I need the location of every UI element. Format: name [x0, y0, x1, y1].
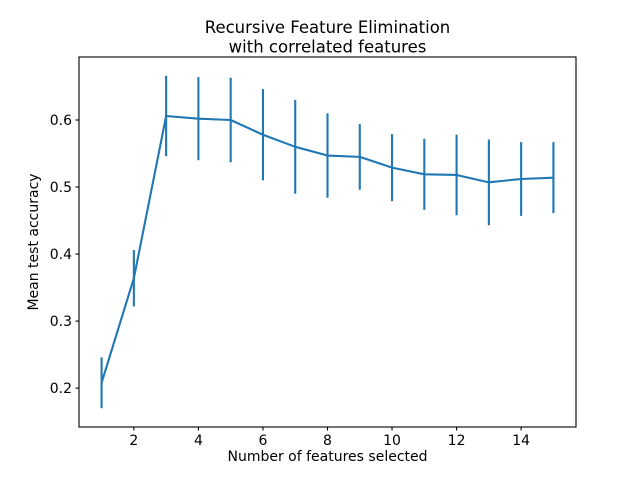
chart-title-line-1: Recursive Feature Elimination — [205, 18, 451, 37]
plot-border — [78, 56, 577, 428]
chart-title-line-2: with correlated features — [229, 38, 427, 57]
y-tick-label: 0.4 — [50, 247, 72, 263]
x-tick-label: 4 — [194, 433, 203, 449]
x-tick-label: 8 — [323, 433, 332, 449]
y-tick-label: 0.6 — [50, 113, 72, 129]
x-tick-label: 10 — [383, 433, 401, 449]
x-tick-label: 2 — [129, 433, 138, 449]
x-tick-label: 12 — [448, 433, 466, 449]
y-axis-label: Mean test accuracy — [26, 173, 42, 310]
y-tick-label: 0.3 — [50, 314, 72, 330]
y-tick-label: 0.5 — [50, 180, 72, 196]
x-tick-label: 6 — [258, 433, 267, 449]
x-axis-label: Number of features selected — [227, 449, 427, 465]
y-tick-label: 0.2 — [50, 381, 72, 397]
x-tick-label: 14 — [512, 433, 530, 449]
plot-content: 2 4 6 8 10 12 14 0.2 0.3 0.4 0.5 0.6 — [50, 75, 555, 449]
data-line — [100, 114, 555, 384]
